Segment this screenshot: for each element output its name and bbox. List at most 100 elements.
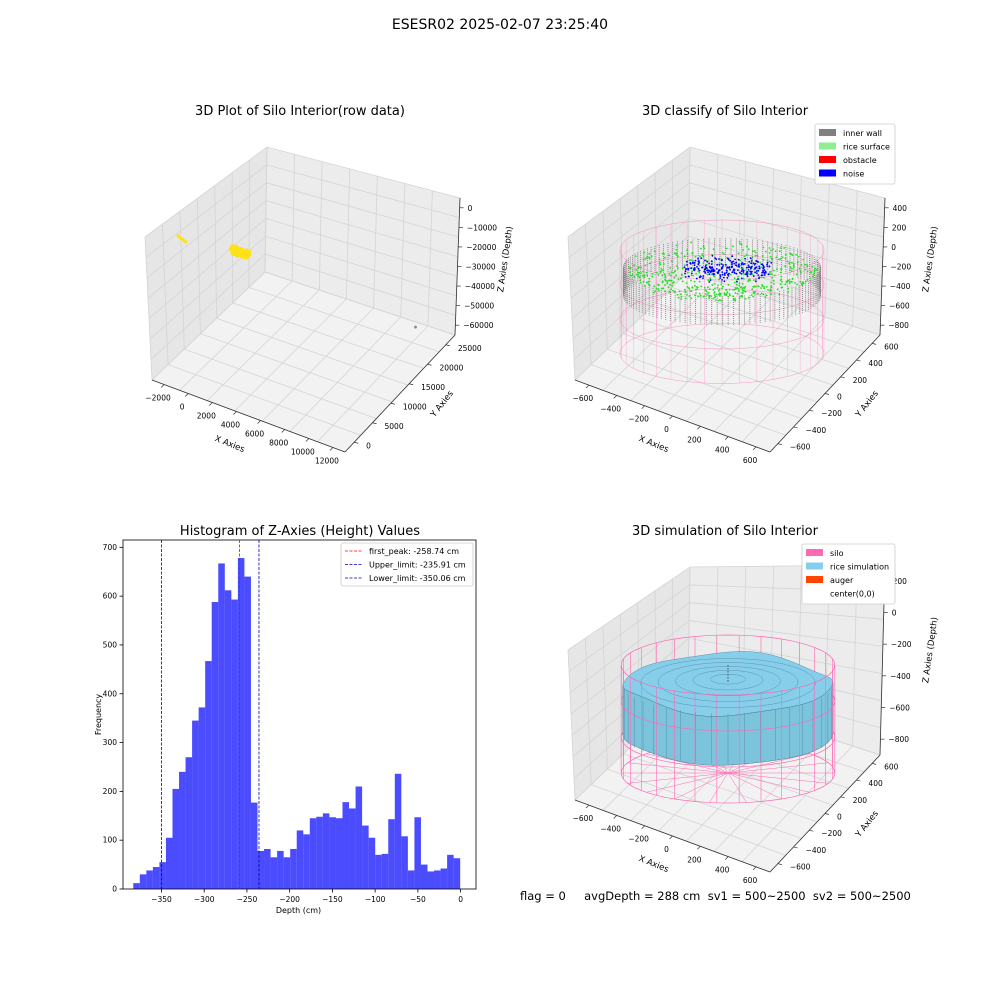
noise-point bbox=[715, 268, 718, 270]
rice-surface-point bbox=[638, 276, 641, 279]
rice-surface-point bbox=[636, 273, 638, 276]
rice-surface-point bbox=[736, 287, 739, 289]
rice-surface-point bbox=[772, 248, 774, 251]
histogram-bar bbox=[257, 850, 265, 889]
rice-surface-point bbox=[690, 279, 692, 282]
raw-data-point bbox=[184, 240, 188, 244]
silo-floor-spoke bbox=[727, 772, 747, 803]
panel4-x-tick-label: 400 bbox=[715, 866, 730, 875]
rice-surface-point bbox=[661, 274, 664, 277]
rice-surface-point bbox=[695, 272, 698, 275]
panel1-x-tick bbox=[257, 420, 261, 424]
noise-point bbox=[728, 258, 730, 261]
panel3-legend-label: first_peak: -258.74 cm bbox=[369, 547, 459, 556]
panel1-y-tick bbox=[390, 402, 395, 405]
raw-data-point bbox=[230, 246, 234, 250]
noise-point bbox=[764, 270, 767, 273]
panel1-gridline bbox=[162, 224, 361, 436]
rice-surface-point bbox=[670, 288, 672, 291]
rice-surface-point bbox=[780, 267, 783, 270]
rice-surface-point bbox=[639, 279, 642, 282]
panel1-y-tick-label: 10000 bbox=[403, 402, 427, 411]
rice-surface-point bbox=[800, 271, 802, 274]
rice-surface-point bbox=[670, 271, 673, 274]
rice-surface-point bbox=[793, 266, 795, 268]
silo-floor-spoke bbox=[727, 753, 810, 774]
noise-point bbox=[768, 265, 771, 268]
rice-surface-point bbox=[688, 267, 691, 269]
noise-point bbox=[705, 264, 707, 267]
rice-surface-point bbox=[672, 272, 674, 274]
rice-surface-point bbox=[784, 283, 787, 285]
rice-surface-point bbox=[715, 293, 718, 296]
panel3-y-tick-label: 600 bbox=[103, 592, 118, 601]
rice-surface-point bbox=[653, 250, 656, 253]
rice-surface-point bbox=[761, 254, 764, 257]
rice-surface-point bbox=[791, 261, 793, 264]
noise-point bbox=[725, 269, 728, 272]
histogram-bar bbox=[414, 817, 421, 889]
noise-point bbox=[750, 262, 753, 265]
rice-surface-point bbox=[672, 289, 674, 292]
rice-surface-point bbox=[753, 285, 755, 288]
rice-surface-point bbox=[789, 252, 792, 255]
noise-point bbox=[770, 261, 773, 264]
rice-surface-point bbox=[786, 280, 789, 283]
panel3-legend-label: Upper_limit: -235.91 cm bbox=[369, 561, 466, 570]
panel1-x-tick bbox=[305, 438, 310, 442]
rice-surface-point bbox=[699, 294, 702, 297]
panel2-x-tick-label: −400 bbox=[600, 404, 621, 413]
histogram-bar bbox=[388, 819, 395, 889]
noise-point bbox=[730, 266, 733, 269]
rice-surface-point bbox=[751, 256, 754, 259]
panel4-ylabel: Y Axies bbox=[853, 809, 881, 841]
noise-point bbox=[711, 254, 714, 257]
noise-point bbox=[718, 258, 720, 260]
silo-floor-spoke bbox=[674, 772, 729, 800]
rice-surface-point bbox=[764, 296, 767, 299]
panel4-zlabel: Z Axies (Depth) bbox=[921, 617, 940, 684]
rice-surface-point bbox=[670, 279, 673, 282]
rice-surface-point bbox=[662, 287, 665, 290]
panel4-x-tick-label: −600 bbox=[573, 814, 594, 823]
silo-floor-spoke bbox=[627, 762, 729, 774]
panel2-y-tick-label: 600 bbox=[884, 342, 899, 351]
noise-point bbox=[726, 267, 728, 269]
panel2-y-tick bbox=[777, 443, 782, 445]
noise-point bbox=[704, 259, 706, 262]
rice-surface-point bbox=[641, 274, 644, 277]
panel2-y-tick-label: 0 bbox=[837, 393, 842, 402]
panel2-ylabel: Y Axies bbox=[853, 389, 881, 421]
rice-surface-point bbox=[689, 290, 691, 292]
rice-surface-point bbox=[702, 262, 705, 264]
rice-surface-point bbox=[718, 262, 721, 264]
rice-surface-point bbox=[769, 273, 772, 275]
rice-surface-point bbox=[704, 293, 707, 295]
rice-surface-point bbox=[719, 293, 722, 296]
noise-point bbox=[686, 264, 688, 266]
panel2-y-tick bbox=[872, 343, 877, 345]
rice-surface-point bbox=[648, 256, 651, 259]
noise-point bbox=[766, 261, 769, 264]
rice-surface-point bbox=[644, 285, 646, 287]
histogram-bar bbox=[211, 601, 219, 889]
panel2-legend-swatch bbox=[819, 169, 836, 177]
rice-surface-point bbox=[677, 255, 679, 258]
rice-surface-point bbox=[680, 252, 683, 255]
noise-point bbox=[693, 264, 696, 267]
rice-surface-point bbox=[643, 276, 646, 279]
rice-surface-point bbox=[801, 282, 803, 285]
rice-surface-point bbox=[699, 255, 701, 258]
panel1-x-tick bbox=[184, 393, 189, 397]
histogram-bar bbox=[270, 857, 278, 889]
rice-surface-point bbox=[755, 278, 757, 281]
noise-point bbox=[734, 258, 736, 261]
histogram-bar bbox=[198, 707, 206, 889]
rice-surface-point bbox=[667, 286, 670, 289]
histogram-bar bbox=[355, 786, 363, 889]
rice-surface-point bbox=[664, 276, 667, 279]
noise-point bbox=[761, 263, 764, 266]
noise-point bbox=[737, 258, 740, 261]
panel2-legend-label: inner wall bbox=[843, 129, 882, 138]
rice-surface-point bbox=[788, 278, 791, 281]
